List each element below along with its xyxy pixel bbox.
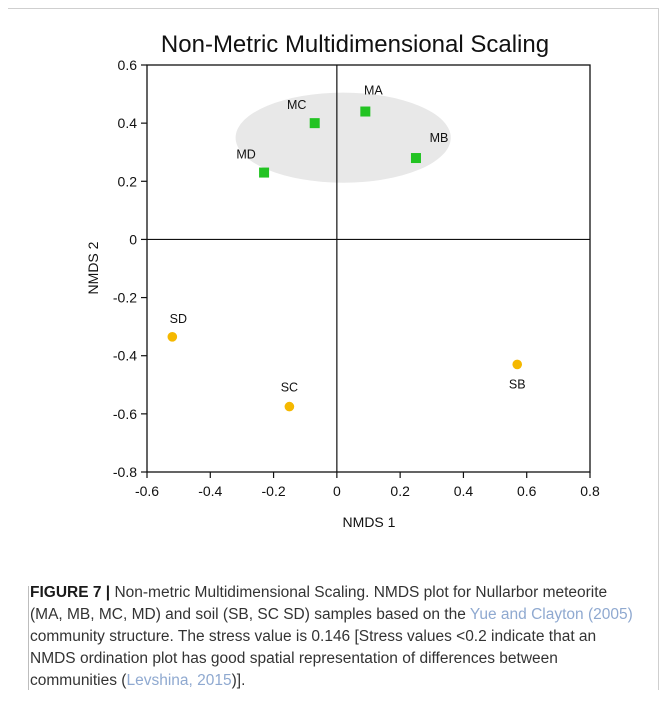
data-label-sc: SC bbox=[281, 381, 298, 395]
x-tick-label: 0.4 bbox=[454, 483, 474, 499]
x-tick-label: 0.6 bbox=[517, 483, 537, 499]
y-tick-label: -0.6 bbox=[113, 406, 137, 422]
y-tick-label: 0.2 bbox=[118, 173, 138, 189]
caption-text-3: )]. bbox=[231, 672, 246, 689]
data-label-md: MD bbox=[236, 148, 255, 162]
plot-frame bbox=[146, 64, 591, 473]
figure-frame bbox=[8, 8, 659, 690]
x-tick-label: -0.6 bbox=[135, 483, 159, 499]
nmds-chart: Non-Metric Multidimensional Scaling -0.6… bbox=[85, 31, 600, 530]
data-label-mb: MB bbox=[430, 131, 449, 145]
data-label-mc: MC bbox=[287, 98, 306, 112]
caption-text-2: community structure. The stress value is… bbox=[30, 628, 597, 689]
x-tick-label: 0.2 bbox=[390, 483, 410, 499]
reference-link-levshina[interactable]: Levshina, 2015 bbox=[126, 672, 232, 689]
x-tick-label: -0.2 bbox=[262, 483, 286, 499]
data-label-sb: SB bbox=[509, 377, 526, 391]
data-point-sd bbox=[167, 332, 178, 342]
reference-link-yue-clayton[interactable]: Yue and Clayton (2005) bbox=[469, 606, 633, 623]
y-tick-label: -0.4 bbox=[113, 348, 137, 364]
data-label-sd: SD bbox=[170, 312, 187, 326]
y-tick-label: -0.2 bbox=[113, 290, 137, 306]
data-label-ma: MA bbox=[364, 84, 383, 98]
data-point-sc bbox=[284, 401, 295, 412]
x-tick-label: 0.8 bbox=[580, 483, 600, 499]
x-tick-label: 0 bbox=[333, 483, 341, 499]
caption-rule bbox=[28, 586, 29, 690]
data-point-ma bbox=[360, 106, 371, 117]
y-tick-label: 0.4 bbox=[118, 115, 138, 131]
figure-label: FIGURE 7 | bbox=[30, 584, 111, 601]
chart-title: Non-Metric Multidimensional Scaling bbox=[161, 31, 549, 58]
data-point-md bbox=[259, 167, 270, 178]
data-point-sb bbox=[512, 359, 523, 370]
caption-text-1: Non-metric Multidimensional Scaling. NMD… bbox=[30, 584, 608, 623]
group-ellipse-meteorite bbox=[235, 92, 451, 183]
x-axis-label: NMDS 1 bbox=[343, 514, 396, 530]
y-tick-label: 0 bbox=[129, 231, 137, 247]
y-tick-label: 0.6 bbox=[118, 57, 138, 73]
data-point-mc bbox=[309, 118, 320, 129]
plot-area: -0.6 -0.4 -0.2 0 0.2 0.4 0.6 0.8 0.6 0.4 0.2 0 -0.2 -… bbox=[113, 57, 600, 499]
y-axis-label: NMDS 2 bbox=[85, 241, 101, 294]
figure-caption: FIGURE 7 | Non-metric Multidimensional S… bbox=[30, 582, 640, 692]
data-point-mb bbox=[410, 153, 421, 164]
x-tick-label: -0.4 bbox=[198, 483, 222, 499]
y-tick-label: -0.8 bbox=[113, 464, 137, 480]
